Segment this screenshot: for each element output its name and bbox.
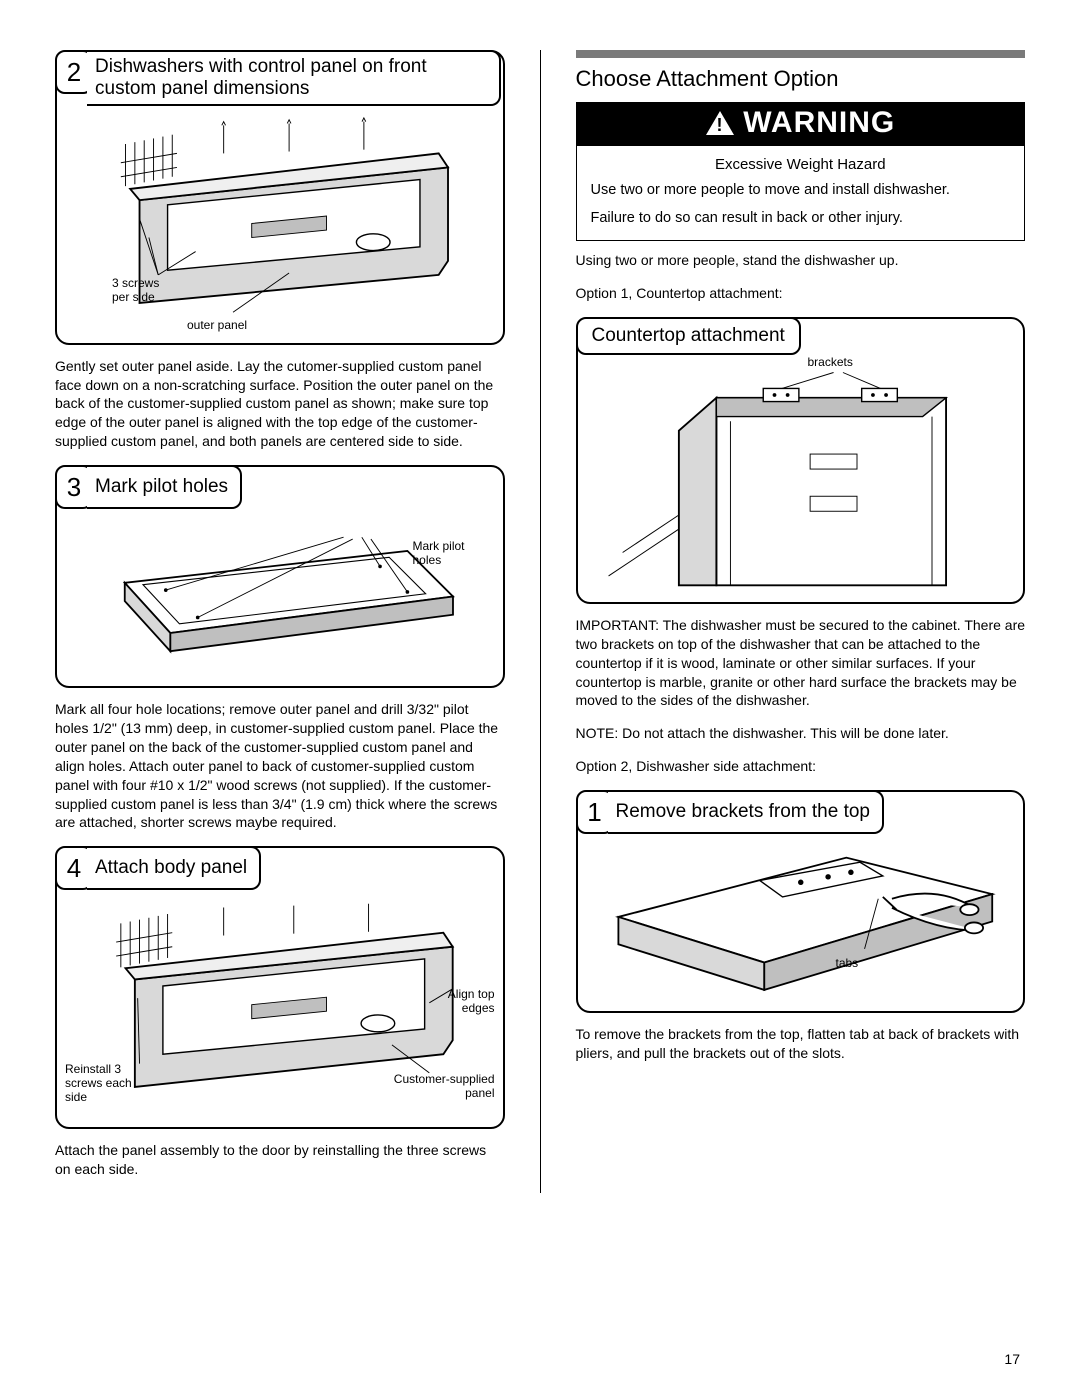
step-3-label-holes: Mark pilot holes (413, 539, 483, 567)
step-4-illustration: Reinstall 3 screws each side Align top e… (57, 892, 503, 1127)
step-3-header: 3 Mark pilot holes (55, 465, 501, 509)
warning-line-1: Use two or more people to move and insta… (591, 181, 1011, 201)
countertop-label-brackets: brackets (808, 355, 853, 369)
column-divider (540, 50, 541, 1193)
warning-line-2: Failure to do so can result in back or o… (591, 209, 1011, 229)
remove-brackets-svg (590, 844, 1012, 999)
step-3-title-wrap: Mark pilot holes (87, 465, 242, 509)
countertop-box: Countertop attachment (576, 317, 1026, 604)
countertop-note: NOTE: Do not attach the dishwasher. This… (576, 724, 1026, 743)
section-top-bar (576, 50, 1026, 58)
step-4-title: Attach body panel (95, 857, 247, 879)
step-3-title: Mark pilot holes (95, 476, 228, 498)
countertop-svg (590, 365, 1012, 590)
countertop-illustration: brackets (578, 357, 1024, 602)
warning-hazard: Excessive Weight Hazard (591, 156, 1011, 173)
page-number: 17 (1004, 1351, 1020, 1367)
option-2-label: Option 2, Dishwasher side attachment: (576, 757, 1026, 776)
svg-text:!: ! (717, 115, 724, 135)
step-2-box: 2 Dishwashers with control panel on fron… (55, 50, 505, 345)
step-4-header: 4 Attach body panel (55, 846, 501, 890)
step-2-label-outer: outer panel (187, 318, 247, 332)
countertop-important: IMPORTANT: The dishwasher must be secure… (576, 616, 1026, 710)
step-2-header: 2 Dishwashers with control panel on fron… (55, 50, 501, 106)
step-2-illustration: 3 screws per side outer panel (57, 108, 503, 343)
countertop-title: Countertop attachment (576, 317, 801, 355)
step-2-body: Gently set outer panel aside. Lay the cu… (55, 357, 505, 451)
step-3-body: Mark all four hole locations; remove out… (55, 700, 505, 832)
remove-brackets-title-wrap: Remove brackets from the top (608, 790, 885, 834)
step-2-title: Dishwashers with control panel on front … (95, 56, 487, 100)
section-heading: Choose Attachment Option (576, 66, 1026, 92)
warning-box: Excessive Weight Hazard Use two or more … (576, 146, 1026, 241)
step-4-body: Attach the panel assembly to the door by… (55, 1141, 505, 1179)
remove-brackets-box: 1 Remove brackets from the top (576, 790, 1026, 1013)
step-4-title-wrap: Attach body panel (87, 846, 261, 890)
remove-brackets-header: 1 Remove brackets from the top (576, 790, 1022, 834)
step-3-illustration: Mark pilot holes (57, 511, 503, 686)
step-3-box: 3 Mark pilot holes (55, 465, 505, 688)
remove-brackets-body: To remove the brackets from the top, fla… (576, 1025, 1026, 1063)
remove-brackets-illustration: tabs (578, 836, 1024, 1011)
warning-banner: ! WARNING (576, 102, 1026, 146)
right-intro: Using two or more people, stand the dish… (576, 251, 1026, 270)
step-4-label-panel: Customer-supplied panel (385, 1072, 495, 1100)
step-4-label-align: Align top edges (435, 987, 495, 1015)
warning-banner-text: WARNING (743, 106, 895, 140)
remove-brackets-label-tabs: tabs (836, 956, 859, 970)
step-2-label-screws: 3 screws per side (112, 276, 172, 304)
remove-brackets-title: Remove brackets from the top (616, 801, 871, 823)
warning-triangle-icon: ! (705, 110, 735, 136)
step-4-label-reinstall: Reinstall 3 screws each side (65, 1062, 135, 1104)
step-4-box: 4 Attach body panel (55, 846, 505, 1129)
option-1-label: Option 1, Countertop attachment: (576, 284, 1026, 303)
step-2-title-wrap: Dishwashers with control panel on front … (87, 50, 501, 106)
